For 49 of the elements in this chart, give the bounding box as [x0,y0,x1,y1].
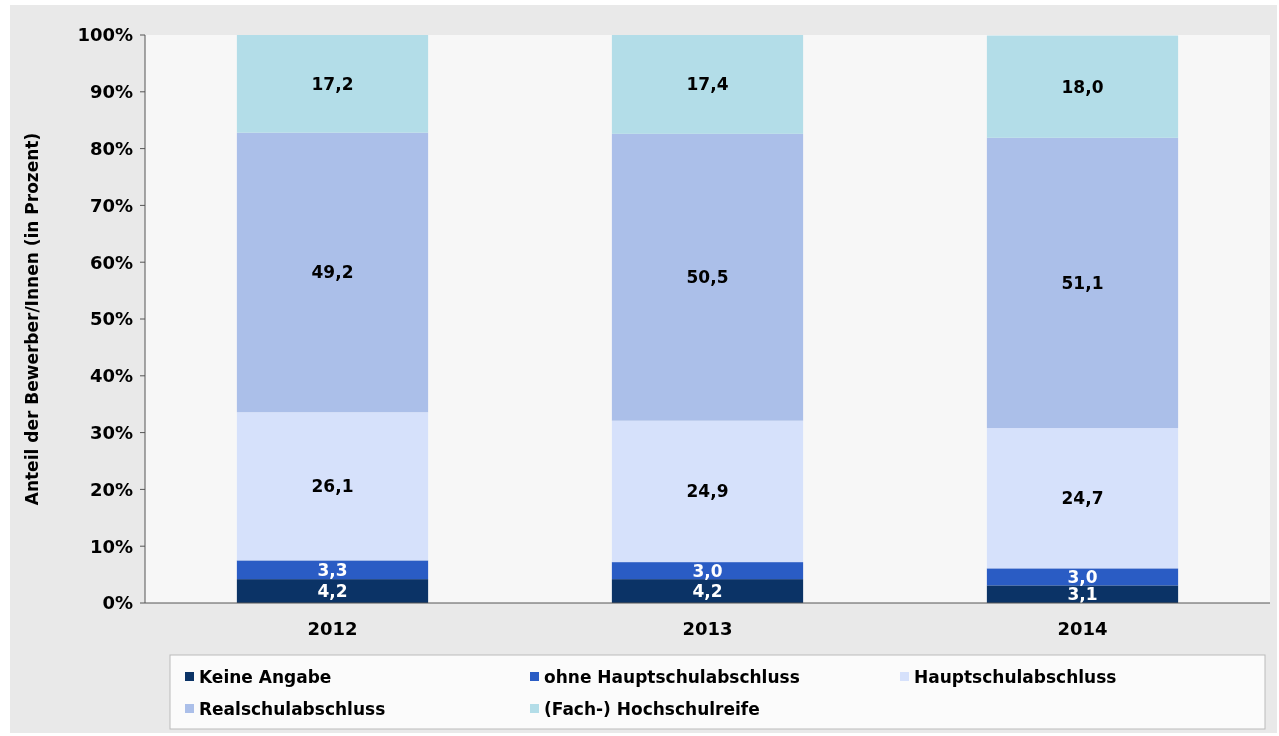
bar [611,133,804,421]
y-tick-label: 70% [89,194,133,216]
data-label: 18,0 [1061,76,1104,97]
bar [236,579,429,603]
bar [611,579,804,603]
bar [236,560,429,580]
bar [611,35,804,134]
data-label: 51,1 [1061,272,1104,293]
data-label: 3,3 [317,559,348,580]
data-label: 24,9 [686,481,729,502]
y-tick-label: 10% [89,535,133,557]
bar [986,137,1179,429]
data-label: 4,2 [317,581,348,602]
bar [236,412,429,561]
y-tick-label: 100% [77,24,133,46]
y-tick-label: 30% [89,421,133,443]
bar [986,35,1179,138]
y-tick-label: 80% [89,137,133,159]
legend-label: Hauptschulabschluss [914,666,1117,687]
y-tick-label: 0% [102,592,133,614]
y-tick-label: 20% [89,478,133,500]
data-label: 24,7 [1061,488,1104,509]
data-label: 3,0 [692,560,723,581]
bar [986,428,1179,569]
data-label: 17,2 [311,73,354,94]
bar [236,132,429,413]
x-tick-label: 2012 [307,618,358,639]
x-tick-label: 2014 [1057,618,1108,639]
data-label: 50,5 [686,267,729,288]
data-label: 49,2 [311,262,354,283]
bar [986,585,1179,603]
data-label: 26,1 [311,476,354,497]
x-tick-label: 2013 [682,618,733,639]
data-label: 17,4 [686,74,729,95]
data-label: 4,2 [692,581,723,602]
legend-label: Keine Angabe [199,666,332,687]
legend-label: (Fach-) Hochschulreife [544,698,760,719]
y-axis-title: Anteil der Bewerber/Innen (in Prozent) [22,132,42,506]
data-label: 3,0 [1067,566,1098,587]
y-tick-label: 40% [89,365,133,387]
y-tick-label: 50% [89,308,133,330]
y-tick-label: 90% [89,81,133,103]
y-tick-label: 60% [89,251,133,273]
bar [611,420,804,563]
legend-label: ohne Hauptschulabschluss [544,666,800,687]
bar [236,35,429,133]
legend-label: Realschulabschluss [199,698,386,719]
bar [611,562,804,580]
bar [986,568,1179,586]
